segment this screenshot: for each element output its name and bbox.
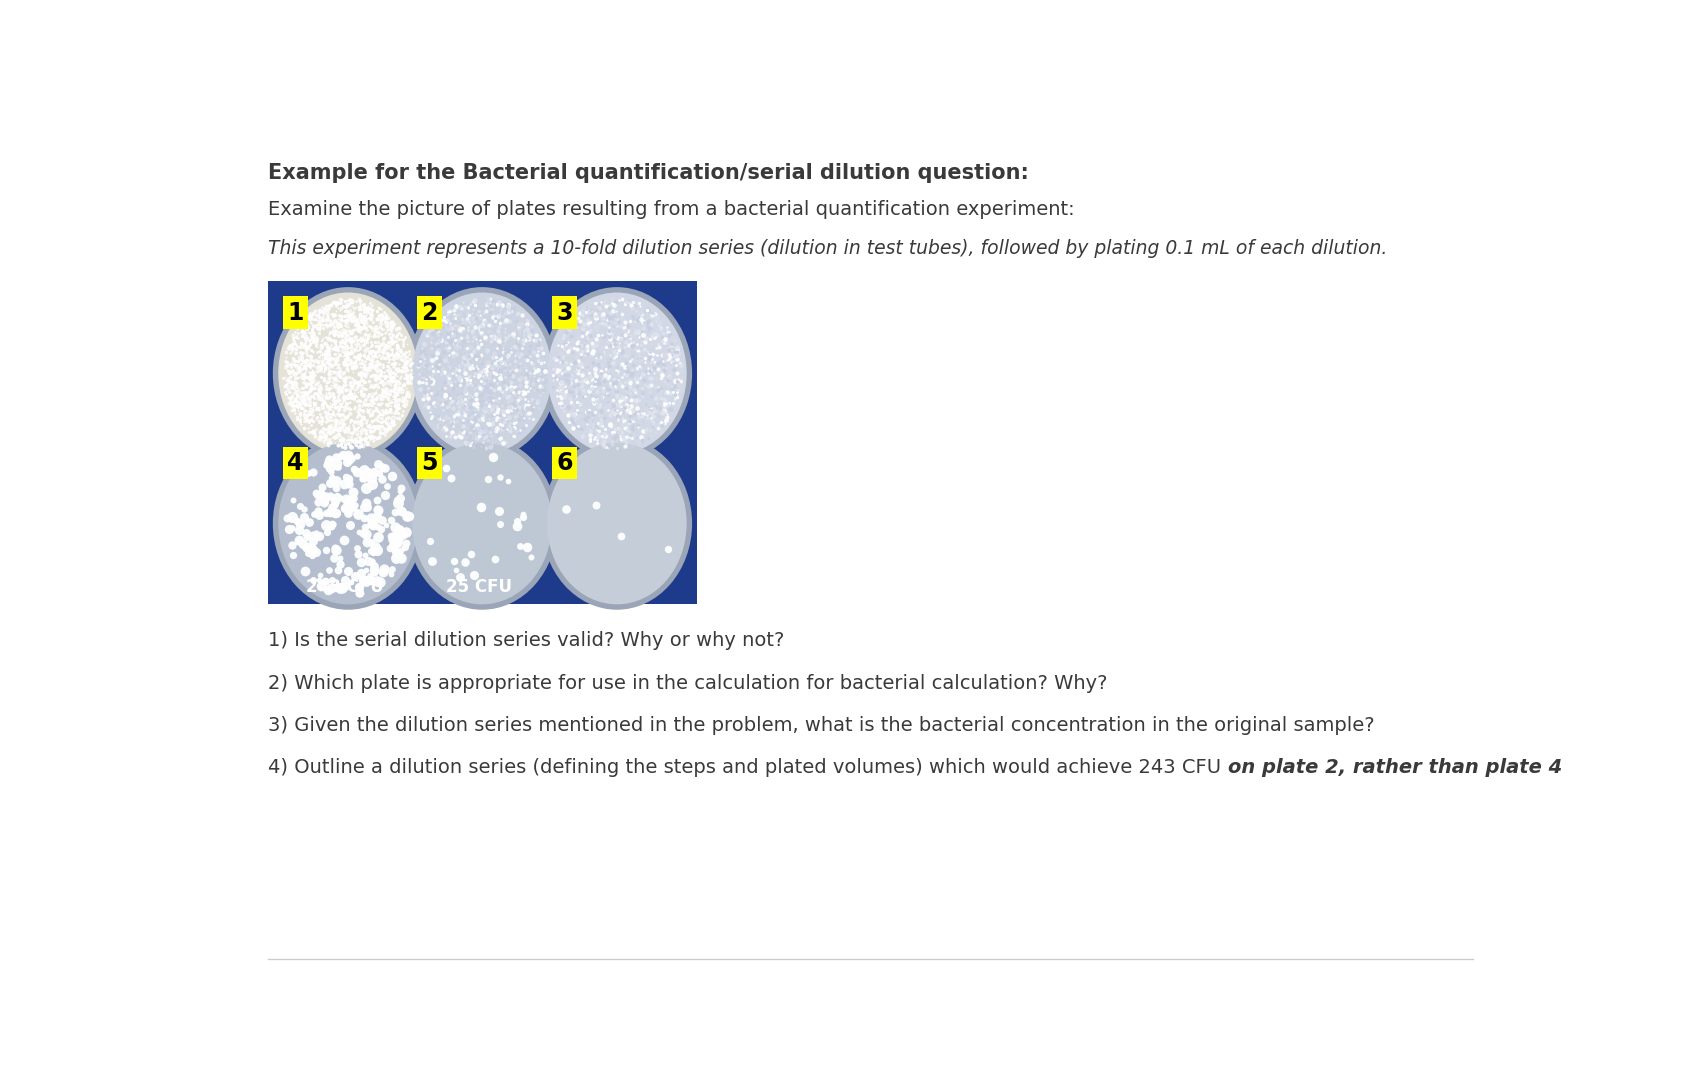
Ellipse shape — [542, 287, 691, 460]
Ellipse shape — [273, 437, 423, 609]
Ellipse shape — [273, 287, 423, 460]
Text: 6: 6 — [555, 451, 572, 475]
Ellipse shape — [406, 437, 557, 609]
Ellipse shape — [542, 437, 691, 609]
Ellipse shape — [413, 443, 552, 604]
Bar — [268, 281, 696, 604]
Text: Examine the picture of plates resulting from a bacterial quantification experime: Examine the picture of plates resulting … — [268, 201, 1075, 219]
Text: on plate 2, rather than plate 4: on plate 2, rather than plate 4 — [1228, 759, 1560, 777]
Ellipse shape — [278, 443, 418, 604]
Text: 4) Outline a dilution series (defining the steps and plated volumes) which would: 4) Outline a dilution series (defining t… — [268, 759, 1228, 777]
Text: Example for the Bacterial quantification/serial dilution question:: Example for the Bacterial quantification… — [268, 164, 1029, 183]
Ellipse shape — [406, 287, 557, 460]
Text: 3: 3 — [555, 301, 572, 325]
Ellipse shape — [413, 292, 552, 455]
Ellipse shape — [278, 292, 418, 455]
Ellipse shape — [547, 443, 686, 604]
Text: 4: 4 — [287, 451, 304, 475]
Text: 1) Is the serial dilution series valid? Why or why not?: 1) Is the serial dilution series valid? … — [268, 631, 784, 651]
Text: 3) Given the dilution series mentioned in the problem, what is the bacterial con: 3) Given the dilution series mentioned i… — [268, 716, 1374, 735]
Text: 243 CFU: 243 CFU — [306, 578, 384, 595]
Text: 25 CFU: 25 CFU — [445, 578, 511, 595]
Ellipse shape — [547, 292, 686, 455]
Text: 2) Which plate is appropriate for use in the calculation for bacterial calculati: 2) Which plate is appropriate for use in… — [268, 674, 1107, 692]
Text: 1: 1 — [287, 301, 304, 325]
Text: 2: 2 — [421, 301, 438, 325]
Text: This experiment represents a 10-fold dilution series (dilution in test tubes), f: This experiment represents a 10-fold dil… — [268, 239, 1387, 257]
Text: 5: 5 — [421, 451, 438, 475]
